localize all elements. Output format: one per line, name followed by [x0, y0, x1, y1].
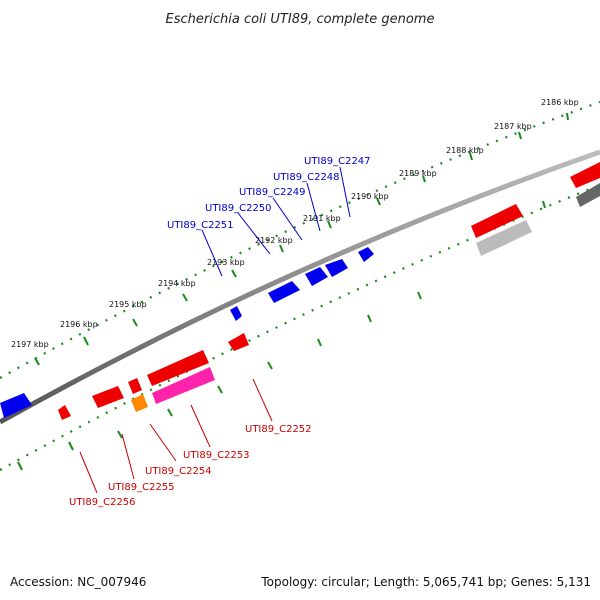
tick-label: 2186 kbp — [541, 98, 579, 107]
major-tick — [542, 200, 546, 209]
major-tick — [279, 244, 284, 253]
tick-label: 2190 kbp — [351, 192, 389, 201]
genome-backbone — [0, 149, 600, 425]
gene-forward[interactable] — [0, 393, 32, 418]
map-title: Escherichia coli UTI89, complete genome — [166, 12, 435, 27]
gene-label-reverse[interactable]: UTI89_C2255 — [108, 482, 175, 493]
gene-reverse[interactable] — [147, 350, 209, 386]
gene-label-forward[interactable]: UTI89_C2250 — [205, 203, 272, 214]
label-leader — [237, 212, 271, 255]
gene-reverse[interactable] — [228, 333, 249, 351]
gene-reverse[interactable] — [58, 405, 71, 420]
gene-forward[interactable] — [358, 247, 374, 262]
major-tick — [83, 336, 89, 346]
forward-genes — [0, 247, 374, 418]
tick-label: 2194 kbp — [158, 279, 196, 288]
gene-forward[interactable] — [325, 259, 348, 277]
label-leader — [121, 433, 135, 480]
gene-reverse[interactable] — [131, 394, 148, 412]
label-leader — [149, 423, 177, 462]
gene-label-forward[interactable]: UTI89_C2251 — [167, 220, 234, 231]
gene-reverse[interactable] — [152, 367, 215, 404]
major-tick — [327, 220, 332, 229]
reverse-gene-labels: UTI89_C2252 UTI89_C2253 UTI89_C2254 UTI8… — [69, 378, 312, 508]
tick-label: 2188 kbp — [446, 146, 484, 155]
gene-label-forward[interactable]: UTI89_C2248 — [273, 172, 340, 183]
gene-reverse[interactable] — [476, 220, 532, 256]
tick-label: 2191 kbp — [303, 214, 341, 223]
gene-forward[interactable] — [268, 281, 300, 303]
major-tick — [231, 269, 237, 278]
major-tick — [132, 318, 138, 327]
major-tick — [17, 461, 23, 471]
tick-labels: 2186 kbp 2187 kbp 2188 kbp 2189 kbp 2190… — [11, 98, 579, 349]
major-tick — [34, 357, 40, 366]
tick-label: 2187 kbp — [494, 122, 532, 131]
gene-reverse[interactable] — [92, 386, 124, 408]
major-tick — [367, 314, 372, 323]
major-tick — [469, 152, 473, 161]
major-tick — [182, 293, 188, 302]
label-leader — [190, 404, 211, 448]
label-leader — [339, 166, 351, 218]
label-leader — [79, 451, 98, 494]
gene-reverse[interactable] — [128, 378, 142, 394]
forward-gene-labels: UTI89_C2247 UTI89_C2248 UTI89_C2249 UTI8… — [167, 156, 371, 277]
gene-reverse[interactable] — [576, 183, 600, 207]
accession-text: Accession: NC_007946 — [10, 575, 146, 589]
major-tick — [117, 430, 123, 439]
major-tick — [376, 197, 381, 206]
gene-label-reverse[interactable]: UTI89_C2253 — [183, 450, 250, 461]
gene-label-forward[interactable]: UTI89_C2247 — [304, 156, 371, 167]
label-leader — [201, 229, 223, 277]
gene-label-reverse[interactable]: UTI89_C2252 — [245, 424, 312, 435]
tick-label: 2189 kbp — [399, 169, 437, 178]
tick-label: 2197 kbp — [11, 340, 49, 349]
gene-label-reverse[interactable]: UTI89_C2256 — [69, 497, 136, 508]
reverse-genes — [58, 162, 600, 420]
gene-forward[interactable] — [230, 306, 242, 321]
major-tick — [422, 175, 426, 183]
major-tick — [267, 361, 273, 370]
major-tick — [217, 385, 223, 394]
major-tick — [417, 291, 422, 300]
major-ticks — [17, 112, 569, 471]
gene-reverse[interactable] — [570, 162, 600, 188]
major-tick — [518, 131, 522, 140]
outer-tick-ring — [0, 100, 600, 379]
major-tick — [167, 408, 173, 417]
gene-forward[interactable] — [305, 267, 328, 286]
tick-label: 2196 kbp — [60, 320, 98, 329]
major-tick — [317, 338, 322, 347]
gene-reverse[interactable] — [471, 204, 523, 238]
label-leader — [272, 197, 303, 241]
label-leader — [306, 182, 321, 232]
gene-label-reverse[interactable]: UTI89_C2254 — [145, 466, 212, 477]
tick-label: 2195 kbp — [109, 300, 147, 309]
genome-summary-text: Topology: circular; Length: 5,065,741 bp… — [260, 575, 591, 589]
tick-label: 2193 kbp — [207, 258, 245, 267]
gene-label-forward[interactable]: UTI89_C2249 — [239, 187, 306, 198]
label-leader — [252, 378, 273, 422]
major-tick — [68, 441, 74, 451]
tick-label: 2192 kbp — [255, 236, 293, 245]
major-tick — [566, 112, 569, 121]
